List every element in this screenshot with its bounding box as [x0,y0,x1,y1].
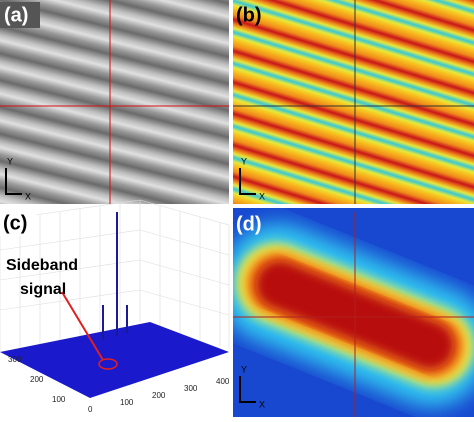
plot-grid [0,199,230,352]
annotation: signal [20,281,66,298]
pointer [61,291,104,361]
phase-map [233,0,474,204]
axis-label: Y [241,364,247,374]
panel-label: (c) [3,212,27,234]
tick-label: 0 [88,405,93,414]
tick-label: 300 [184,384,198,393]
tick-label: 200 [152,391,166,400]
panel-label: (b) [236,4,262,26]
tick-label: 200 [30,375,44,384]
label-box [0,2,40,28]
panel-label: (d) [236,213,262,235]
fringe-image [0,0,229,204]
filtered-map [233,208,474,417]
tick-label: 300 [8,355,22,364]
highlight-circle [98,358,118,370]
axis-label: X [259,191,265,201]
tick-label: 100 [52,395,66,404]
axis-label: Y [241,156,247,166]
annotation: Sideband [6,257,78,274]
panel-label: (a) [4,4,28,26]
label-box [0,210,36,236]
tick-labels: 300 200 100 0 100 200 300 400 [8,355,230,414]
tick-label: 400 [216,377,230,386]
axis-icon [5,168,22,195]
axis-icon [239,168,256,195]
axis-label: Y [7,156,13,166]
axis-label: X [25,191,31,201]
tick-label: 100 [120,398,134,407]
axis-label: X [259,399,265,409]
axis-icon [239,376,256,403]
